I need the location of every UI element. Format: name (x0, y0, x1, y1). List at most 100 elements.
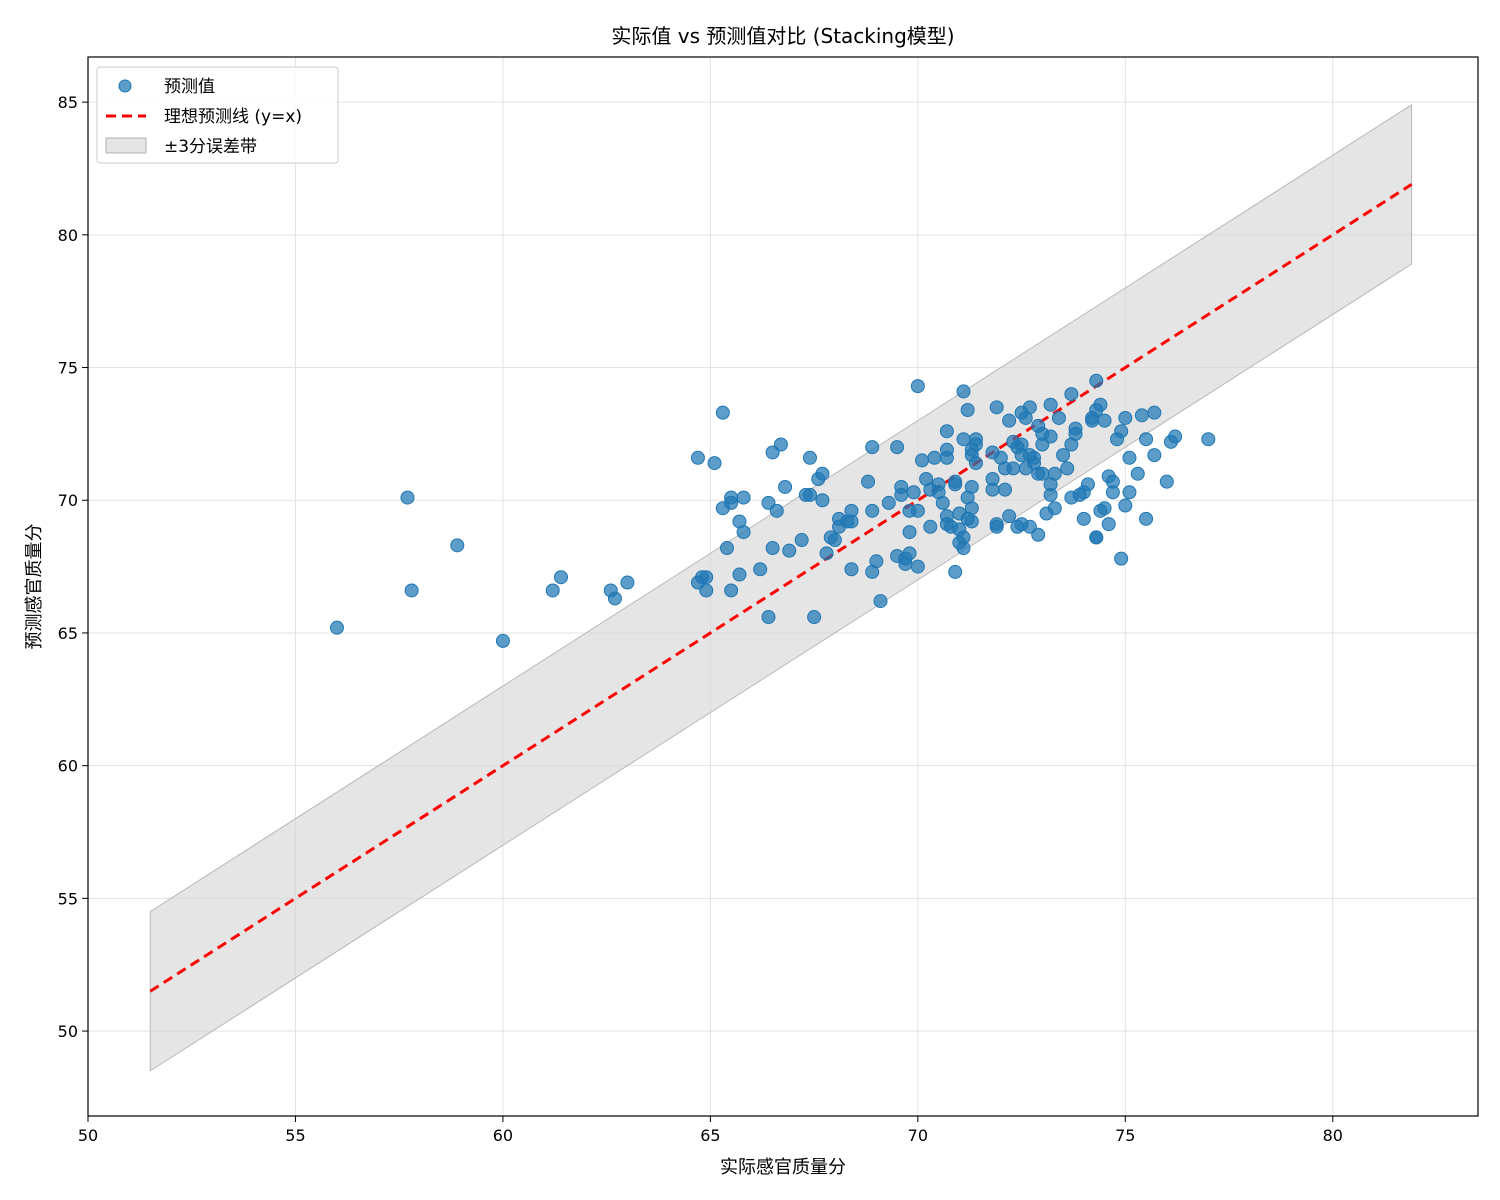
scatter-point (989, 400, 1004, 415)
scatter-point (607, 591, 622, 606)
scatter-point (736, 525, 751, 540)
y-tick-label: 55 (58, 889, 78, 908)
scatter-point (1122, 485, 1137, 500)
x-axis-ticks: 50 55 60 65 70 75 80 (78, 1116, 1343, 1145)
scatter-point (1114, 424, 1129, 439)
scatter-point (329, 620, 344, 635)
scatter-point (964, 479, 979, 494)
scatter-point (495, 633, 510, 648)
scatter-point (873, 594, 888, 609)
scatter-point (960, 403, 975, 417)
scatter-point (1147, 448, 1162, 463)
scatter-point (1056, 448, 1071, 463)
scatter-point (1118, 410, 1133, 425)
y-tick-label: 65 (58, 624, 78, 643)
scatter-point (1051, 410, 1066, 425)
scatter-point (861, 474, 876, 489)
scatter-point (844, 514, 859, 529)
scatter-point (773, 437, 788, 452)
scatter-point (724, 495, 739, 510)
scatter-point (964, 501, 979, 516)
scatter-point (802, 450, 817, 465)
scatter-point (1002, 509, 1017, 524)
scatter-point (1134, 408, 1149, 423)
legend-label-ideal-line: 理想预测线 (y=x) (164, 107, 302, 127)
x-tick-label: 75 (1115, 1126, 1135, 1145)
scatter-point (724, 583, 739, 598)
scatter-point (1027, 450, 1042, 465)
scatter-point (939, 424, 954, 439)
scatter-point (695, 570, 710, 585)
legend: 预测值 理想预测线 (y=x) ±3分误差带 (96, 66, 339, 164)
scatter-point (1097, 413, 1112, 428)
scatter-point (815, 466, 830, 481)
scatter-point (1147, 405, 1162, 420)
scatter-point (794, 533, 809, 548)
x-tick-label: 55 (285, 1126, 305, 1145)
error-band (149, 103, 1413, 1072)
legend-label-predicted: 预测值 (164, 77, 215, 97)
scatter-point (939, 442, 954, 457)
scatter-point (1130, 466, 1145, 481)
scatter-point (450, 538, 465, 553)
y-tick-label: 50 (58, 1022, 78, 1041)
x-tick-label: 65 (700, 1126, 720, 1145)
x-tick-label: 60 (493, 1126, 513, 1145)
scatter-point (997, 482, 1012, 497)
scatter-point (807, 610, 822, 625)
scatter-point (935, 495, 950, 510)
scatter-point (964, 514, 979, 529)
x-axis-label: 实际感官质量分 (720, 1157, 846, 1178)
scatter-point (827, 533, 842, 548)
scatter-point (620, 575, 635, 590)
scatter-point (948, 477, 963, 492)
scatter-point (753, 562, 768, 577)
scatter-point (1122, 450, 1137, 465)
scatter-point (890, 440, 905, 455)
scatter-point (1047, 466, 1062, 481)
scatter-point (1168, 429, 1183, 444)
scatter-point (782, 543, 797, 558)
x-tick-label: 80 (1323, 1126, 1343, 1145)
scatter-point (1043, 429, 1058, 444)
scatter-point (1114, 551, 1129, 566)
scatter-point (869, 554, 884, 569)
scatter-point (1064, 387, 1079, 402)
scatter-point (690, 450, 705, 465)
scatter-point (989, 517, 1004, 532)
scatter-point (1047, 501, 1062, 516)
scatter-point (956, 530, 971, 545)
scatter-point (1031, 527, 1046, 542)
scatter-point (894, 487, 909, 502)
scatter-point (948, 564, 963, 579)
y-tick-label: 70 (58, 491, 78, 510)
scatter-point (715, 405, 730, 420)
scatter-point (1105, 485, 1120, 500)
scatter-point (1080, 477, 1095, 492)
scatter-point (1043, 487, 1058, 502)
scatter-point (1118, 498, 1133, 513)
legend-label-error-band: ±3分误差带 (164, 137, 257, 157)
scatter-point (1139, 511, 1154, 526)
scatter-point (404, 583, 419, 598)
scatter-point (554, 570, 569, 585)
scatter-point (1006, 461, 1021, 476)
scatter-point (732, 567, 747, 582)
scatter-point (719, 541, 734, 556)
scatter-point (1060, 461, 1075, 476)
x-tick-label: 50 (78, 1126, 98, 1145)
scatter-point (923, 519, 938, 534)
scatter-point (915, 453, 929, 468)
scatter-point (1089, 373, 1104, 388)
scatter-point (1089, 530, 1104, 545)
scatter-point (902, 546, 917, 561)
scatter-point (985, 482, 1000, 497)
scatter-point (968, 456, 983, 471)
ideal-line (149, 183, 1413, 993)
legend-box (96, 66, 339, 164)
scatter-point (769, 503, 784, 518)
x-tick-label: 70 (908, 1126, 928, 1145)
scatter-point (956, 432, 971, 447)
legend-marker-error-band (105, 137, 147, 154)
